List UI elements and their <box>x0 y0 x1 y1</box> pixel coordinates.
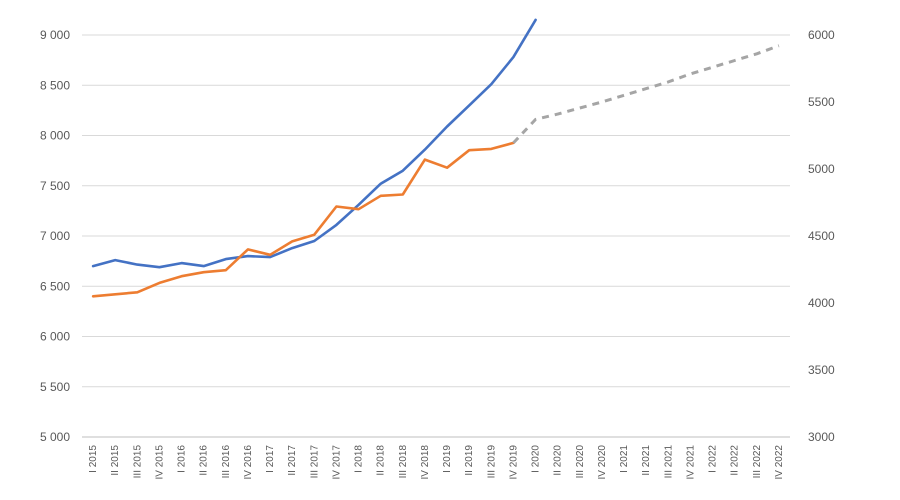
right-tick-label: 4000 <box>808 296 835 310</box>
x-tick-label: III 2015 <box>132 445 143 479</box>
series-line-1 <box>91 141 515 298</box>
left-tick-label: 8 000 <box>40 129 70 143</box>
x-tick-label: III 2019 <box>486 445 497 479</box>
x-tick-label: II 2016 <box>199 445 210 476</box>
x-tick-label: I 2016 <box>177 445 188 473</box>
series-line-0 <box>91 18 537 269</box>
right-tick-label: 3500 <box>808 363 835 377</box>
x-tick-label: III 2020 <box>575 445 586 479</box>
right-tick-label: 3000 <box>808 430 835 444</box>
x-tick-label: IV 2021 <box>685 445 696 480</box>
x-axis-tick-labels: I 2015 II 2015 III 2015 IV 2015 I 2016 II 201… <box>88 445 785 480</box>
left-tick-label: 9 000 <box>40 28 70 42</box>
x-tick-label: III 2017 <box>309 445 320 479</box>
right-tick-label: 5500 <box>808 95 835 109</box>
x-tick-label: I 2018 <box>354 445 365 473</box>
left-tick-label: 6 500 <box>40 279 70 293</box>
x-tick-label: I 2019 <box>442 445 453 473</box>
right-tick-label: 4500 <box>808 229 835 243</box>
left-tick-label: 8 500 <box>40 78 70 92</box>
x-tick-label: II 2018 <box>376 445 387 476</box>
x-tick-label: IV 2022 <box>774 445 785 480</box>
left-tick-label: 7 000 <box>40 229 70 243</box>
left-tick-label: 5 000 <box>40 430 70 444</box>
x-tick-label: IV 2015 <box>154 445 165 480</box>
x-tick-label: IV 2019 <box>508 445 519 480</box>
x-tick-label: I 2021 <box>619 445 630 473</box>
x-tick-label: I 2017 <box>265 445 276 473</box>
x-tick-label: II 2019 <box>464 445 475 476</box>
left-tick-label: 5 500 <box>40 380 70 394</box>
series-line-2 <box>512 44 780 144</box>
right-tick-label: 6000 <box>808 28 835 42</box>
x-tick-label: I 2015 <box>88 445 99 473</box>
x-tick-label: II 2015 <box>110 445 121 476</box>
x-tick-label: I 2022 <box>708 445 719 473</box>
x-tick-label: III 2016 <box>221 445 232 479</box>
right-axis-tick-labels: 3000 3500 4000 4500 5000 5500 6000 <box>808 28 835 444</box>
left-axis-tick-labels: 5 000 5 500 6 000 6 500 7 000 7 500 8 000 8 500… <box>40 28 70 444</box>
x-tick-label: III 2022 <box>752 445 763 479</box>
x-tick-label: II 2021 <box>641 445 652 476</box>
gridlines <box>82 34 790 388</box>
x-tick-label: II 2017 <box>287 445 298 476</box>
x-tick-label: IV 2020 <box>597 445 608 480</box>
left-tick-label: 7 500 <box>40 179 70 193</box>
x-tick-label: IV 2018 <box>420 445 431 480</box>
x-tick-label: III 2021 <box>663 445 674 479</box>
x-tick-label: III 2018 <box>398 445 409 479</box>
right-tick-label: 5000 <box>808 162 835 176</box>
x-tick-label: IV 2017 <box>331 445 342 480</box>
x-tick-label: IV 2016 <box>243 445 254 480</box>
series-group <box>91 18 780 298</box>
left-tick-label: 6 000 <box>40 330 70 344</box>
x-tick-label: II 2022 <box>730 445 741 476</box>
x-tick-label: I 2020 <box>531 445 542 473</box>
x-tick-label: II 2020 <box>553 445 564 476</box>
